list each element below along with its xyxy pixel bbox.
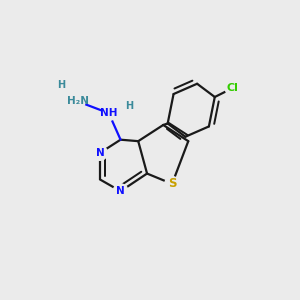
Text: N: N [96,148,104,158]
Circle shape [225,81,240,95]
Text: N: N [116,186,125,196]
Text: H₂N: H₂N [67,96,89,106]
Text: NH: NH [100,108,118,118]
Circle shape [70,94,85,109]
Circle shape [93,146,107,160]
Text: H: H [125,101,134,111]
Text: H: H [58,80,66,90]
Text: S: S [168,177,176,190]
Circle shape [101,106,116,121]
Circle shape [113,184,128,199]
Text: Cl: Cl [226,83,238,93]
Circle shape [165,176,179,191]
